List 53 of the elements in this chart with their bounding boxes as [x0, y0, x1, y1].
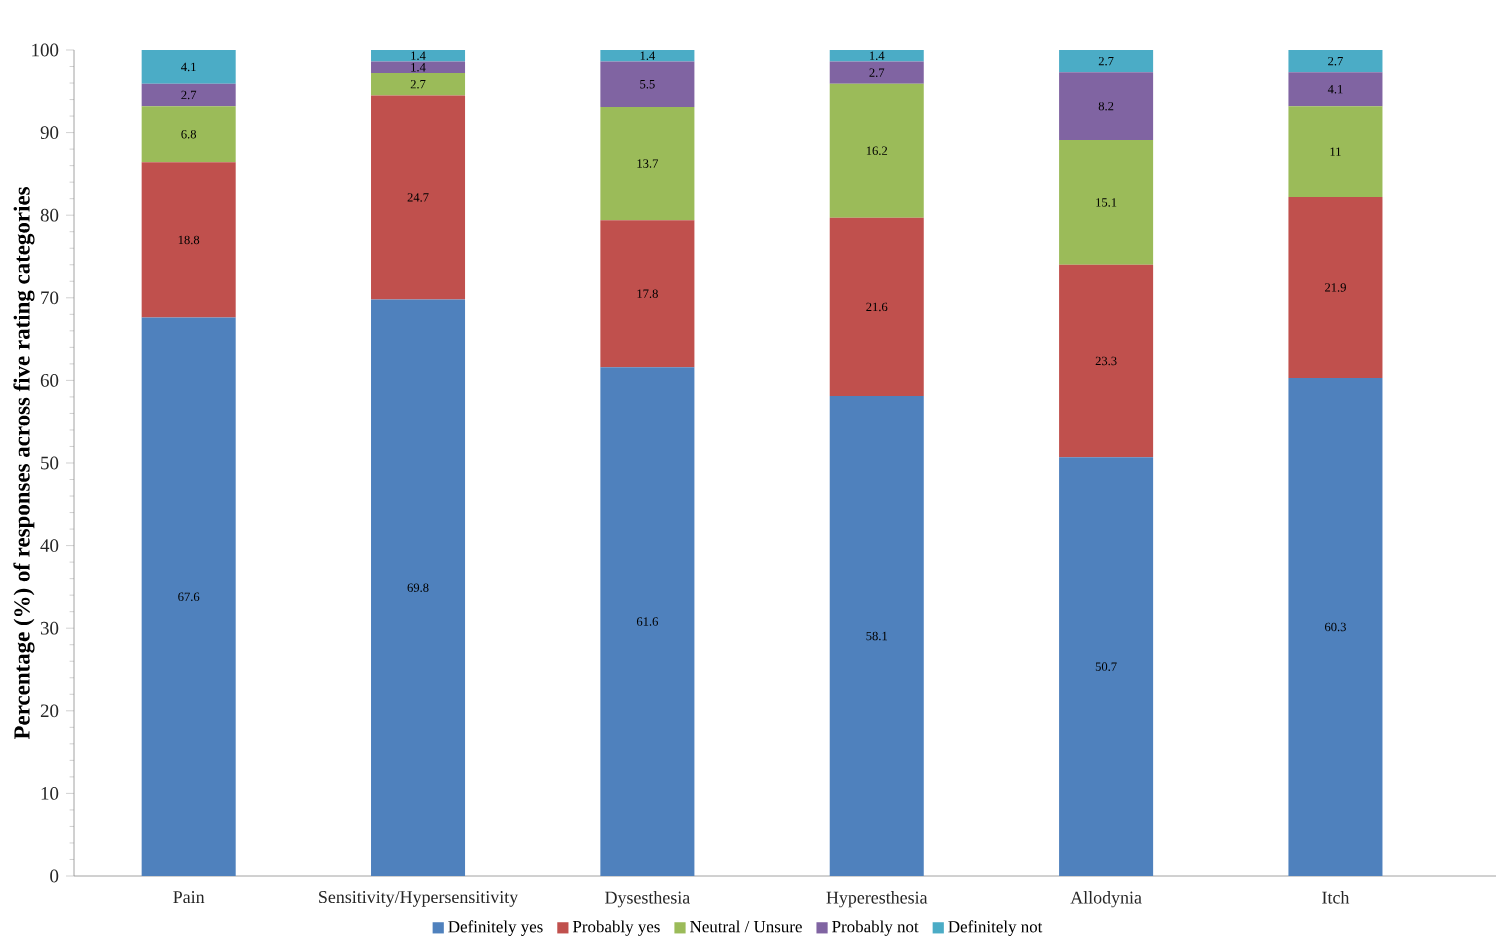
bar — [600, 367, 695, 876]
y-tick-label: 10 — [41, 787, 59, 800]
bar — [1288, 72, 1383, 107]
y-tick-label: 0 — [50, 869, 59, 883]
bar — [1059, 140, 1154, 265]
y-tick-label: 50 — [41, 456, 59, 470]
y-tick-label: 80 — [40, 208, 59, 222]
bar — [1288, 197, 1383, 378]
legend-label: Neutral / Unsure — [690, 920, 802, 933]
bar — [141, 162, 236, 318]
bar — [829, 49, 924, 62]
bar — [141, 317, 236, 876]
bar — [141, 83, 236, 107]
bar — [829, 396, 924, 876]
x-tick-label: Hyperesthesia — [826, 891, 928, 908]
bar — [1059, 457, 1154, 876]
bar — [371, 61, 466, 74]
y-tick-label: 30 — [40, 621, 59, 635]
y-tick-label: 90 — [40, 126, 59, 139]
y-tick-label: 70 — [41, 291, 59, 305]
bar — [600, 220, 695, 368]
bar — [829, 83, 924, 218]
bar — [1288, 49, 1383, 73]
y-tick-label: 60 — [40, 374, 59, 387]
bar — [1288, 377, 1383, 876]
bar — [141, 49, 236, 84]
bar — [829, 61, 924, 84]
y-tick-label: 20 — [40, 704, 59, 718]
bar — [371, 299, 466, 876]
y-tick-label: 100 — [32, 43, 59, 57]
x-tick-label: Pain — [173, 891, 205, 904]
legend-label: Definitely yes — [448, 920, 543, 936]
bar — [371, 73, 466, 96]
x-tick-label: Itch — [1322, 891, 1350, 904]
bar — [600, 106, 695, 221]
legend-label: Probably yes — [572, 920, 660, 936]
legend-label: Definitely not — [948, 920, 1043, 936]
bar — [1288, 106, 1383, 198]
x-tick-label: Sensitivity/Hypersensitivity — [319, 891, 519, 907]
bar — [371, 49, 466, 62]
bar — [1059, 49, 1154, 73]
bar — [600, 49, 695, 62]
bar — [1059, 264, 1154, 458]
bar — [371, 95, 466, 300]
y-axis-title: Percentage (%) of responses across five rating categories — [13, 187, 35, 740]
x-tick-label: Dysesthesia — [605, 891, 690, 908]
bar — [1059, 72, 1154, 141]
bar — [141, 106, 236, 163]
bar — [600, 61, 695, 107]
y-tick-label: 40 — [40, 539, 59, 552]
x-tick-label: Allodynia — [1070, 891, 1142, 908]
bar — [829, 217, 924, 397]
legend-label: Probably not — [832, 920, 919, 936]
